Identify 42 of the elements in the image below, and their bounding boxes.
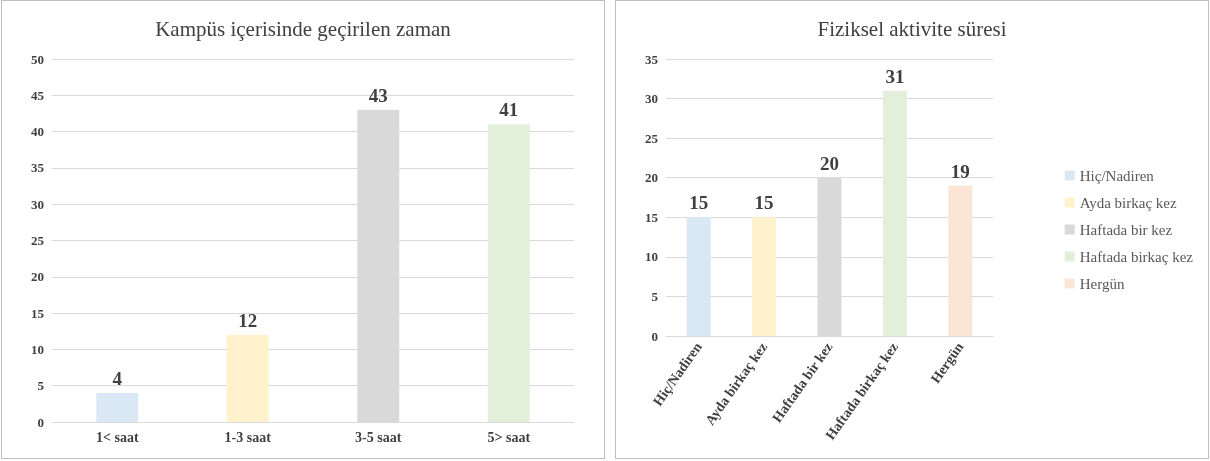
data-label: 43 bbox=[368, 84, 388, 106]
bar bbox=[487, 124, 530, 422]
y-tick-label: 30 bbox=[31, 196, 44, 212]
y-tick-label: 40 bbox=[31, 124, 44, 140]
x-tick-label: 1-3 saat bbox=[224, 429, 272, 445]
data-label: 41 bbox=[499, 99, 519, 121]
y-tick-label: 0 bbox=[651, 328, 658, 344]
y-tick-label: 0 bbox=[37, 414, 44, 430]
y-tick-label: 15 bbox=[31, 305, 45, 321]
y-tick-label: 20 bbox=[645, 170, 658, 186]
y-tick-label: 20 bbox=[31, 269, 44, 285]
y-tick-label: 5 bbox=[37, 378, 45, 394]
legend-label: Hergün bbox=[1079, 275, 1125, 292]
bar bbox=[226, 334, 269, 422]
legend-label: Ayda birkaç kez bbox=[1079, 194, 1177, 211]
y-tick-label: 10 bbox=[645, 249, 658, 265]
y-tick-label: 5 bbox=[651, 288, 659, 304]
legend-label: Haftada birkaç kez bbox=[1079, 248, 1194, 265]
data-label: 4 bbox=[112, 367, 123, 389]
y-tick-label: 25 bbox=[31, 233, 45, 248]
bar bbox=[96, 392, 139, 422]
y-tick-label: 35 bbox=[31, 160, 45, 176]
chart-title: Fiziksel aktivite süresi bbox=[817, 16, 1007, 41]
y-tick-label: 15 bbox=[645, 209, 659, 225]
data-label: 12 bbox=[238, 309, 258, 331]
chart-title: Kampüs içerisinde geçirilen zaman bbox=[155, 16, 452, 41]
x-tick-label: 3-5 saat bbox=[355, 429, 402, 445]
y-tick-label: 10 bbox=[31, 341, 44, 357]
x-tick-label: 5> saat bbox=[487, 429, 531, 445]
legend-label: Haftada bir kez bbox=[1079, 221, 1173, 238]
legend-label: Hiç/Nadiren bbox=[1079, 167, 1155, 184]
x-tick-label: 1< saat bbox=[95, 429, 139, 445]
data-label: 15 bbox=[754, 192, 774, 214]
data-label: 19 bbox=[950, 160, 970, 182]
y-tick-label: 50 bbox=[31, 51, 44, 67]
y-tick-label: 30 bbox=[645, 91, 658, 107]
data-label: 31 bbox=[885, 65, 905, 87]
data-label: 15 bbox=[689, 192, 709, 214]
y-tick-label: 35 bbox=[645, 51, 659, 67]
y-tick-label: 45 bbox=[31, 87, 45, 103]
data-label: 20 bbox=[820, 152, 839, 174]
y-tick-label: 25 bbox=[645, 130, 659, 146]
